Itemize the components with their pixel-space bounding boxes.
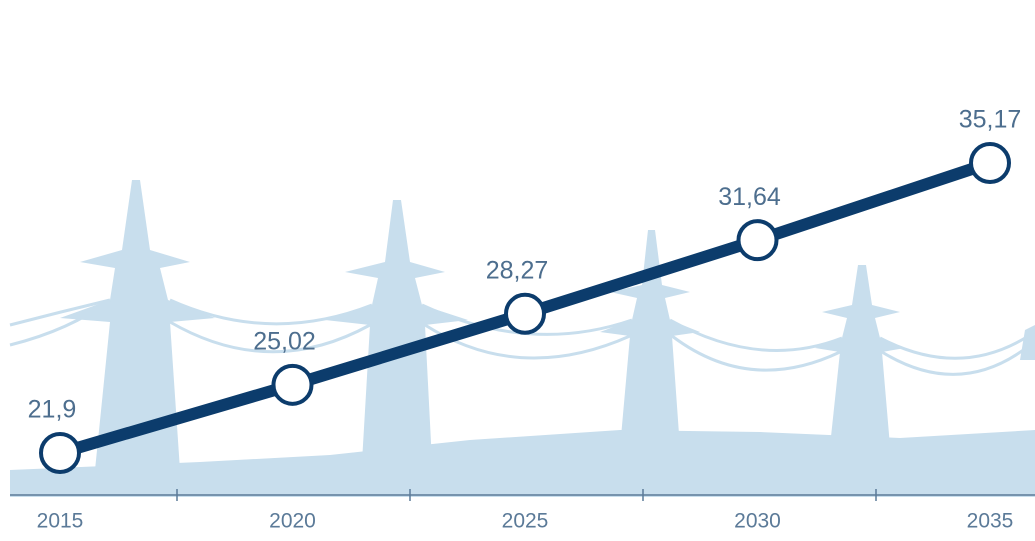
background-pylons	[10, 180, 1035, 497]
data-label: 31,64	[718, 183, 781, 211]
x-tick-label: 2025	[502, 510, 549, 533]
data-point	[969, 142, 1011, 184]
x-tick-label: 2015	[37, 510, 84, 533]
x-tick-label: 2020	[269, 510, 316, 533]
data-point	[736, 219, 779, 262]
x-axis-ticks	[176, 489, 877, 501]
data-point	[504, 292, 546, 335]
data-label: 25,02	[253, 327, 316, 355]
data-label: 28,27	[486, 256, 549, 284]
data-point	[271, 363, 314, 406]
data-label: 21,9	[28, 396, 77, 424]
x-tick-label: 2035	[967, 510, 1014, 533]
data-point	[39, 432, 81, 474]
data-label: 35,17	[959, 106, 1022, 134]
x-tick-label: 2030	[734, 510, 781, 533]
